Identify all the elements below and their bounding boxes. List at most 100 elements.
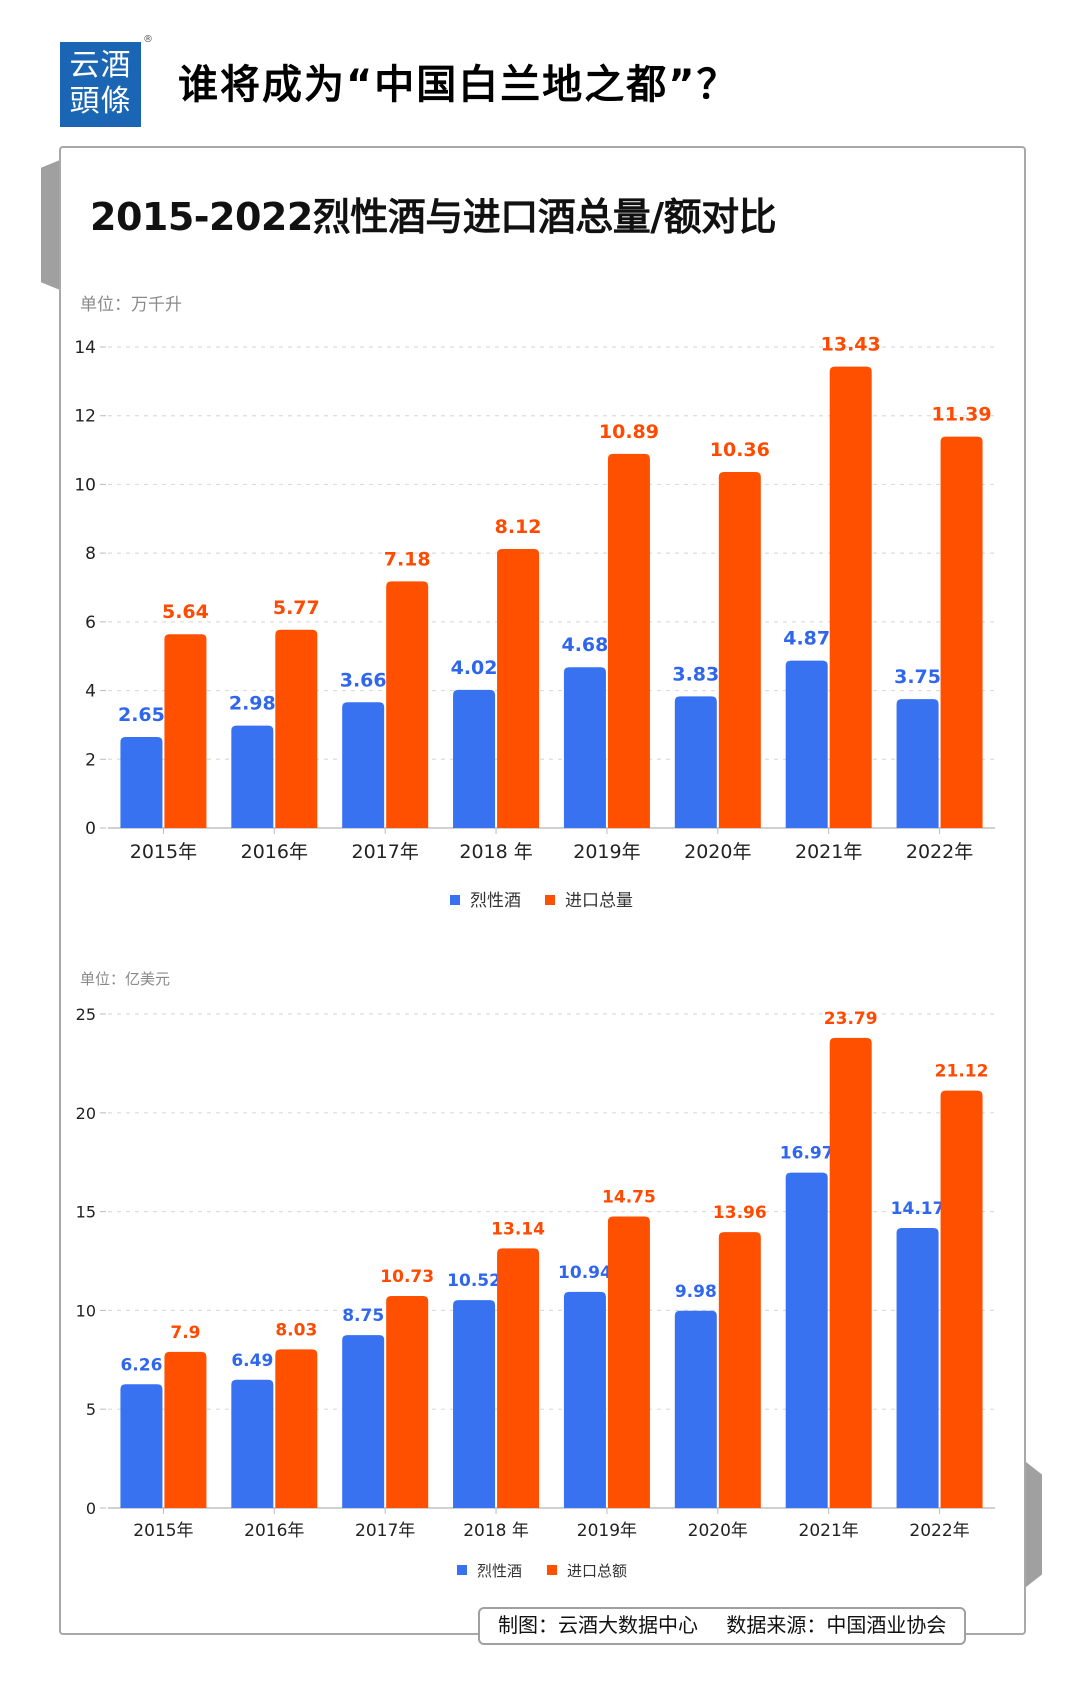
bar-spirits	[563, 1291, 606, 1508]
bar-spirits	[785, 1172, 828, 1508]
y-tick-label: 20	[76, 1104, 96, 1123]
data-label: 4.68	[561, 634, 608, 656]
legend-swatch-spirits	[450, 895, 460, 905]
x-tick-label: 2015年	[130, 841, 197, 863]
legend-label-imports: 进口总量	[565, 891, 633, 911]
data-label: 8.03	[275, 1320, 317, 1340]
bar-spirits	[563, 667, 606, 828]
y-tick-label: 0	[85, 819, 96, 839]
bar-imports	[607, 1216, 650, 1508]
bar-spirits	[342, 702, 385, 828]
data-label: 3.83	[672, 663, 719, 685]
logo-line-2: 頭條	[69, 84, 132, 119]
y-tick-label: 14	[74, 338, 96, 358]
card-left-tab-decoration	[41, 160, 60, 290]
data-label: 10.94	[558, 1263, 612, 1283]
data-label: 10.52	[447, 1271, 501, 1291]
bar-spirits	[674, 696, 717, 828]
data-label: 21.12	[935, 1062, 989, 1082]
bar-imports	[829, 1037, 872, 1508]
data-label: 7.18	[384, 548, 431, 570]
x-tick-label: 2022年	[906, 841, 973, 863]
y-tick-label: 6	[85, 613, 96, 633]
y-tick-label: 25	[76, 1005, 96, 1024]
chart-volume: 0 2 4 6 8 10 12 14 2015年 2.65 5.64 2016年 2.98 5.77 201…	[74, 334, 995, 911]
bar-imports	[940, 1090, 983, 1508]
legend-label-spirits: 烈性酒	[477, 1562, 522, 1580]
bar-spirits	[120, 1384, 163, 1508]
data-label: 23.79	[824, 1009, 878, 1029]
legend-swatch-imports	[547, 1565, 557, 1575]
data-label: 5.64	[162, 601, 209, 623]
bar-imports	[718, 1232, 761, 1508]
data-label: 2.65	[118, 704, 165, 726]
data-label: 13.14	[491, 1219, 545, 1239]
data-label: 4.87	[783, 628, 830, 650]
x-tick-label: 2015年	[133, 1521, 193, 1541]
chart2-unit-label: 单位：亿美元	[80, 970, 171, 988]
bar-imports	[386, 1295, 429, 1508]
y-tick-label: 15	[76, 1203, 96, 1222]
bar-spirits	[120, 736, 163, 828]
footer-source: 数据来源：中国酒业协会	[726, 1613, 947, 1637]
data-label: 3.66	[340, 669, 387, 691]
chart-value: 0 5 10 15 20 25 2015年 6.26 7.9 2016年 6.498.03 2017年…	[76, 1005, 995, 1580]
logo-line-1: 云酒	[69, 48, 132, 83]
y-tick-label: 12	[74, 407, 96, 427]
x-tick-label: 2021年	[799, 1521, 859, 1541]
data-label: 2.98	[229, 693, 276, 715]
y-tick-label: 10	[74, 475, 96, 495]
data-label: 13.43	[821, 334, 881, 356]
x-tick-label: 2017年	[352, 841, 419, 863]
bar-spirits	[896, 699, 939, 828]
data-label: 11.39	[932, 404, 992, 426]
x-tick-label: 2022年	[909, 1521, 969, 1541]
legend-label-imports: 进口总额	[567, 1562, 627, 1580]
bar-imports	[275, 629, 318, 828]
bar-imports	[497, 549, 540, 828]
data-label: 10.36	[710, 439, 770, 461]
x-tick-label: 2018 年	[459, 841, 532, 863]
bar-imports	[497, 1248, 540, 1508]
data-label: 6.49	[231, 1351, 273, 1371]
data-label: 8.12	[495, 516, 542, 538]
x-tick-label: 2020年	[688, 1521, 748, 1541]
bar-spirits	[453, 689, 496, 828]
y-tick-label: 10	[76, 1301, 96, 1320]
data-label: 14.17	[891, 1199, 945, 1219]
bar-imports	[829, 366, 872, 828]
x-tick-label: 2020年	[684, 841, 751, 863]
x-tick-label: 2019年	[573, 841, 640, 863]
x-tick-label: 2018 年	[463, 1521, 529, 1541]
legend-swatch-imports	[545, 895, 555, 905]
data-label: 10.73	[380, 1267, 434, 1287]
data-label: 10.89	[599, 421, 659, 443]
x-tick-label: 2019年	[577, 1521, 637, 1541]
x-tick-label: 2016年	[244, 1521, 304, 1541]
footer-credit: 制图：云酒大数据中心 数据来源：中国酒业协会	[478, 1607, 967, 1645]
data-label: 7.9	[170, 1323, 200, 1343]
data-label: 5.77	[273, 597, 320, 619]
bar-imports	[275, 1349, 318, 1508]
bar-spirits	[896, 1228, 939, 1508]
y-tick-label: 4	[85, 682, 96, 702]
x-tick-label: 2016年	[241, 841, 308, 863]
bar-imports	[164, 634, 207, 828]
chart1-unit-label: 单位：万千升	[80, 295, 182, 315]
bar-spirits	[785, 660, 828, 828]
y-tick-label: 5	[86, 1400, 96, 1419]
bar-spirits	[342, 1335, 385, 1508]
bar-spirits	[453, 1300, 496, 1508]
bar-spirits	[231, 725, 274, 828]
headline: 谁将成为“中国白兰地之都”？	[178, 62, 739, 108]
data-label: 4.02	[451, 657, 498, 679]
data-label: 6.26	[120, 1355, 162, 1375]
bar-spirits	[674, 1310, 717, 1508]
bar-imports	[164, 1351, 207, 1508]
bar-imports	[386, 581, 429, 828]
registered-trademark-icon: ®	[143, 34, 153, 45]
bar-imports	[718, 472, 761, 828]
y-tick-label: 2	[85, 750, 96, 770]
data-label: 16.97	[780, 1144, 834, 1164]
x-tick-label: 2021年	[795, 841, 862, 863]
